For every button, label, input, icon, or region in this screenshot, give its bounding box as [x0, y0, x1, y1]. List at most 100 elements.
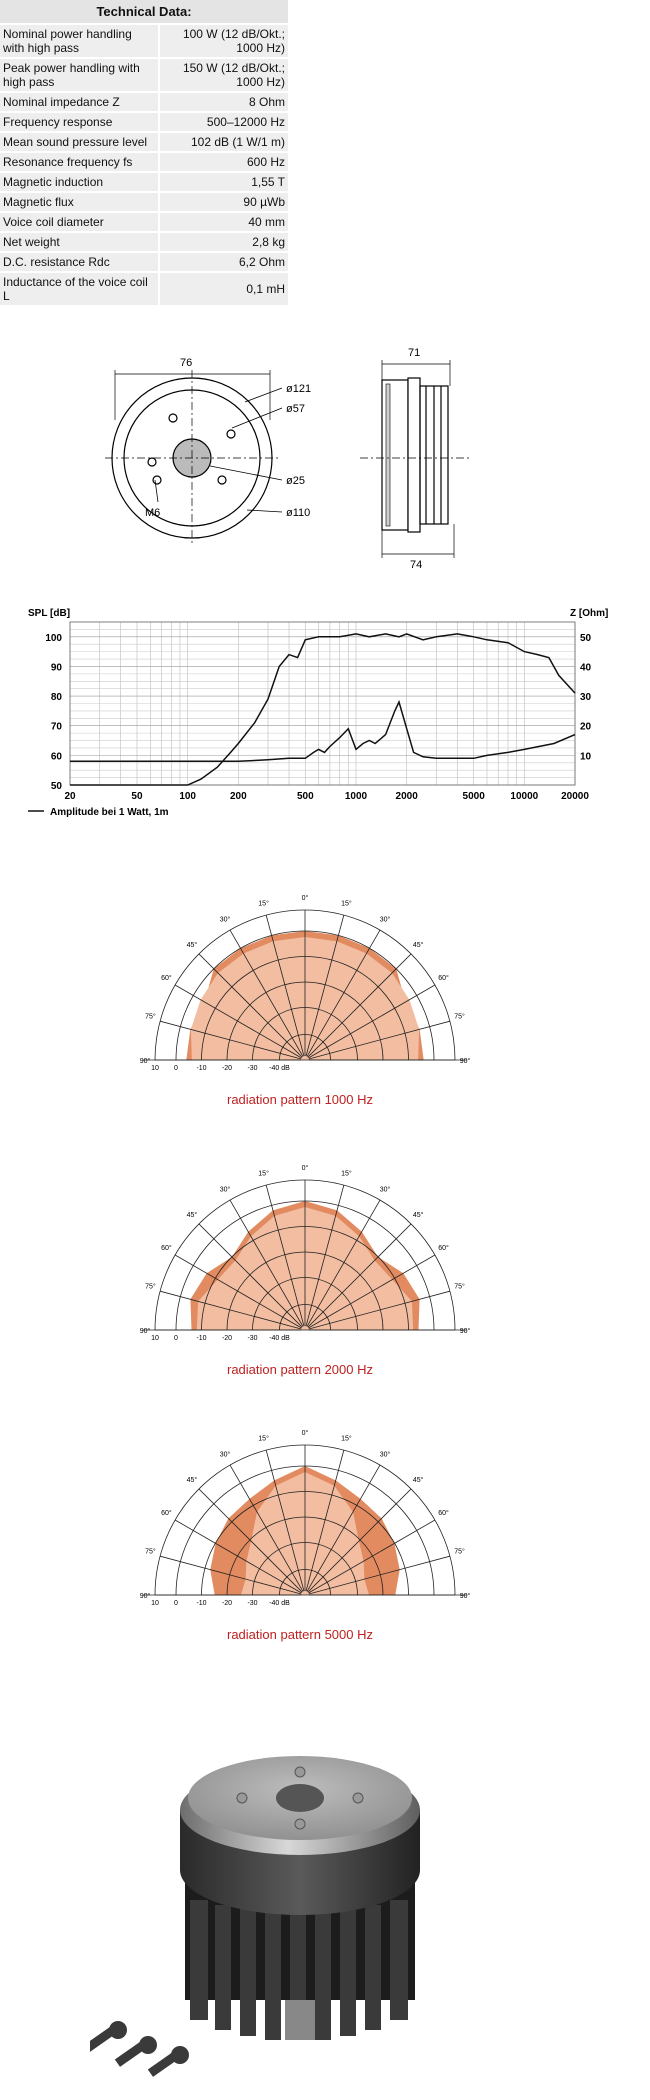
polar-angle-label: 75° — [145, 1283, 156, 1291]
tech-label: D.C. resistance Rdc — [0, 251, 159, 272]
tech-value: 8 Ohm — [158, 91, 288, 112]
tech-label: Net weight — [0, 231, 159, 252]
screws — [90, 2021, 189, 2077]
polar-angle-label: 60° — [161, 974, 172, 982]
dim-d110: ø110 — [286, 507, 310, 519]
tech-value: 100 W (12 dB/Okt.; 1000 Hz) — [158, 23, 288, 58]
polar-ring-label: 10 — [151, 1065, 159, 1072]
tech-value: 6,2 Ohm — [158, 251, 288, 272]
tech-value: 2,8 kg — [158, 231, 288, 252]
y-right-tick-label: 30 — [580, 692, 592, 703]
dim-side-top: 71 — [408, 347, 420, 359]
polar-angle-label: 45° — [187, 941, 198, 949]
y-left-tick-label: 80 — [51, 692, 63, 703]
impedance-curve — [70, 699, 576, 763]
tech-row: Inductance of the voice coil L 0,1 mH — [0, 271, 288, 305]
tech-row: Resonance frequency fs 600 Hz — [0, 151, 288, 172]
tech-label: Resonance frequency fs — [0, 151, 159, 172]
polar-angle-label: 45° — [413, 1476, 424, 1484]
polar-angle-label: 15° — [341, 899, 352, 907]
polar-angle-label: 75° — [454, 1013, 465, 1021]
dim-d121: ø121 — [286, 383, 311, 395]
polar-angle-label: 45° — [413, 1211, 424, 1219]
polar-angle-label: 75° — [454, 1283, 465, 1291]
tech-value: 102 dB (1 W/1 m) — [158, 131, 288, 152]
polar-ring-label: 0 — [174, 1600, 178, 1607]
polar-angle-label: 15° — [258, 1434, 269, 1442]
polar-ring-label: -30 — [247, 1065, 257, 1072]
legend-label: Amplitude bei 1 Watt, 1m — [50, 807, 169, 818]
polar-ring-label: 10 — [151, 1600, 159, 1607]
polar-plot: 90°75°60°45°30°15°0°15°30°45°60°75°90°10… — [140, 1164, 471, 1342]
polar-ring-label: -10 — [196, 1600, 206, 1607]
polar-angle-label: 90° — [140, 1057, 151, 1065]
polar-plot: 90°75°60°45°30°15°0°15°30°45°60°75°90°10… — [140, 1429, 471, 1607]
dim-side-bottom: 74 — [410, 559, 422, 570]
polar-angle-label: 30° — [220, 1450, 231, 1458]
y-left-tick-label: 70 — [51, 722, 63, 733]
tech-row: Peak power handling with high pass 150 W … — [0, 57, 288, 92]
polar-angle-label: 30° — [380, 1450, 391, 1458]
tech-value: 90 µWb — [158, 191, 288, 212]
y-left-tick-label: 60 — [51, 751, 63, 762]
polar-angle-label: 30° — [220, 1185, 231, 1193]
polar-angle-label: 60° — [161, 1509, 172, 1517]
polar-angle-label: 90° — [140, 1592, 151, 1600]
polar-ring-label: -20 — [222, 1600, 232, 1607]
dim-front-width: 76 — [180, 357, 192, 369]
x-tick-label: 50 — [131, 791, 143, 802]
polar-angle-label: 0° — [302, 1164, 309, 1172]
polar-ring-label: -40 dB — [269, 1600, 290, 1607]
tech-label: Magnetic flux — [0, 191, 159, 212]
x-tick-label: 200 — [230, 791, 247, 802]
polar-caption: radiation pattern 2000 Hz — [227, 1362, 373, 1377]
tech-label: Voice coil diameter — [0, 211, 159, 232]
y-left-axis-label: SPL [dB] — [28, 608, 70, 619]
polar-angle-label: 0° — [302, 1429, 309, 1437]
x-tick-label: 20000 — [561, 791, 589, 802]
polar-ring-label: -20 — [222, 1335, 232, 1342]
y-right-axis-label: Z [Ohm] — [570, 608, 608, 619]
polar-ring-label: -20 — [222, 1065, 232, 1072]
polar-angle-label: 45° — [413, 941, 424, 949]
dim-d57: ø57 — [286, 403, 305, 415]
polar-angle-label: 30° — [380, 915, 391, 923]
polar-angle-label: 75° — [145, 1548, 156, 1556]
polar-angle-label: 60° — [161, 1244, 172, 1252]
y-left-tick-label: 90 — [51, 662, 63, 673]
polar-ring-label: -10 — [196, 1065, 206, 1072]
product-photo — [90, 1756, 420, 2077]
technical-data-title: Technical Data: — [0, 0, 288, 23]
polar-angle-label: 75° — [454, 1548, 465, 1556]
polar-angle-label: 45° — [187, 1211, 198, 1219]
chart-legend: Amplitude bei 1 Watt, 1m — [28, 807, 169, 818]
x-tick-label: 10000 — [510, 791, 538, 802]
polar-ring-label: 10 — [151, 1335, 159, 1342]
dimension-drawing: 76 ø121 ø57 ø25 ø110 M6 71 74 — [105, 347, 470, 570]
polar-angle-label: 75° — [145, 1013, 156, 1021]
polar-ring-label: 0 — [174, 1065, 178, 1072]
polar-angle-label: 0° — [302, 894, 309, 902]
polar-ring-label: -30 — [247, 1335, 257, 1342]
tech-value: 40 mm — [158, 211, 288, 232]
tech-row: Nominal power handling with high pass 100… — [0, 23, 288, 58]
x-tick-label: 1000 — [345, 791, 368, 802]
tech-label: Inductance of the voice coil L — [0, 271, 159, 305]
polar-angle-label: 60° — [438, 1244, 449, 1252]
polar-ring-label: -40 dB — [269, 1065, 290, 1072]
polar-angle-label: 60° — [438, 1509, 449, 1517]
tech-label: Peak power handling with high pass — [0, 57, 159, 92]
tech-label: Nominal impedance Z — [0, 91, 159, 112]
polar-angle-label: 90° — [460, 1327, 471, 1335]
frequency-response-chart: 20 50 100 200 500 1000 2000 5000 10000 2000050607… — [28, 608, 608, 818]
y-right-tick-label: 20 — [580, 722, 592, 733]
polar-ring-label: 0 — [174, 1335, 178, 1342]
tech-label: Nominal power handling with high pass — [0, 23, 159, 58]
tech-label: Frequency response — [0, 111, 159, 132]
tech-value: 500–12000 Hz — [158, 111, 288, 132]
y-left-tick-label: 50 — [51, 781, 63, 792]
tech-row: Magnetic induction 1,55 T — [0, 171, 288, 192]
polar-ring-label: -40 dB — [269, 1335, 290, 1342]
x-tick-label: 100 — [179, 791, 196, 802]
polar-angle-label: 45° — [187, 1476, 198, 1484]
